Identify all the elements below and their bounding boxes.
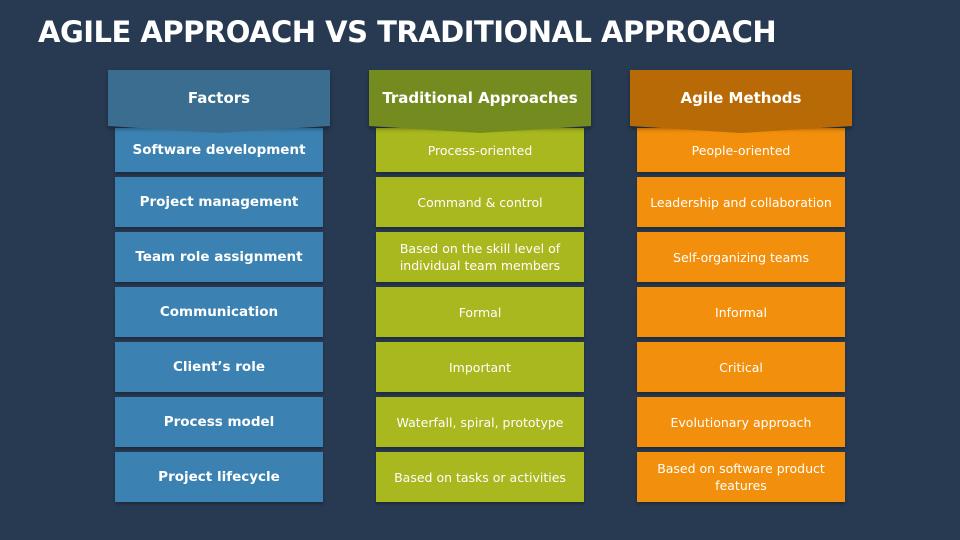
agile-column: Agile Methods People-oriented Leadership… — [630, 70, 852, 502]
factor-cell-software-development: Software development — [115, 128, 323, 172]
factors-column: Factors Software development Project man… — [108, 70, 330, 502]
factor-cell-team-role-assignment: Team role assignment — [115, 232, 323, 282]
traditional-cell-project-lifecycle: Based on tasks or activities — [376, 452, 584, 502]
traditional-header: Traditional Approaches — [369, 70, 591, 133]
traditional-column: Traditional Approaches Process-oriented … — [369, 70, 591, 502]
agile-cell-team-role-assignment: Self-organizing teams — [637, 232, 845, 282]
factor-cell-communication: Communication — [115, 287, 323, 337]
agile-header: Agile Methods — [630, 70, 852, 133]
factor-cell-clients-role: Client’s role — [115, 342, 323, 392]
traditional-cell-project-management: Command & control — [376, 177, 584, 227]
factor-cell-project-management: Project management — [115, 177, 323, 227]
slide-title: AGILE APPROACH VS TRADITIONAL APPROACH — [38, 15, 777, 49]
traditional-cell-software-development: Process-oriented — [376, 128, 584, 172]
agile-cell-project-management: Leadership and collaboration — [637, 177, 845, 227]
agile-cell-software-development: People-oriented — [637, 128, 845, 172]
factor-cell-project-lifecycle: Project lifecycle — [115, 452, 323, 502]
agile-cell-clients-role: Critical — [637, 342, 845, 392]
agile-cell-communication: Informal — [637, 287, 845, 337]
agile-cell-process-model: Evolutionary approach — [637, 397, 845, 447]
agile-cell-project-lifecycle: Based on software product features — [637, 452, 845, 502]
factors-header: Factors — [108, 70, 330, 133]
traditional-cell-clients-role: Important — [376, 342, 584, 392]
traditional-cell-communication: Formal — [376, 287, 584, 337]
traditional-cell-team-role-assignment: Based on the skill level of individual t… — [376, 232, 584, 282]
traditional-cell-process-model: Waterfall, spiral, prototype — [376, 397, 584, 447]
factor-cell-process-model: Process model — [115, 397, 323, 447]
